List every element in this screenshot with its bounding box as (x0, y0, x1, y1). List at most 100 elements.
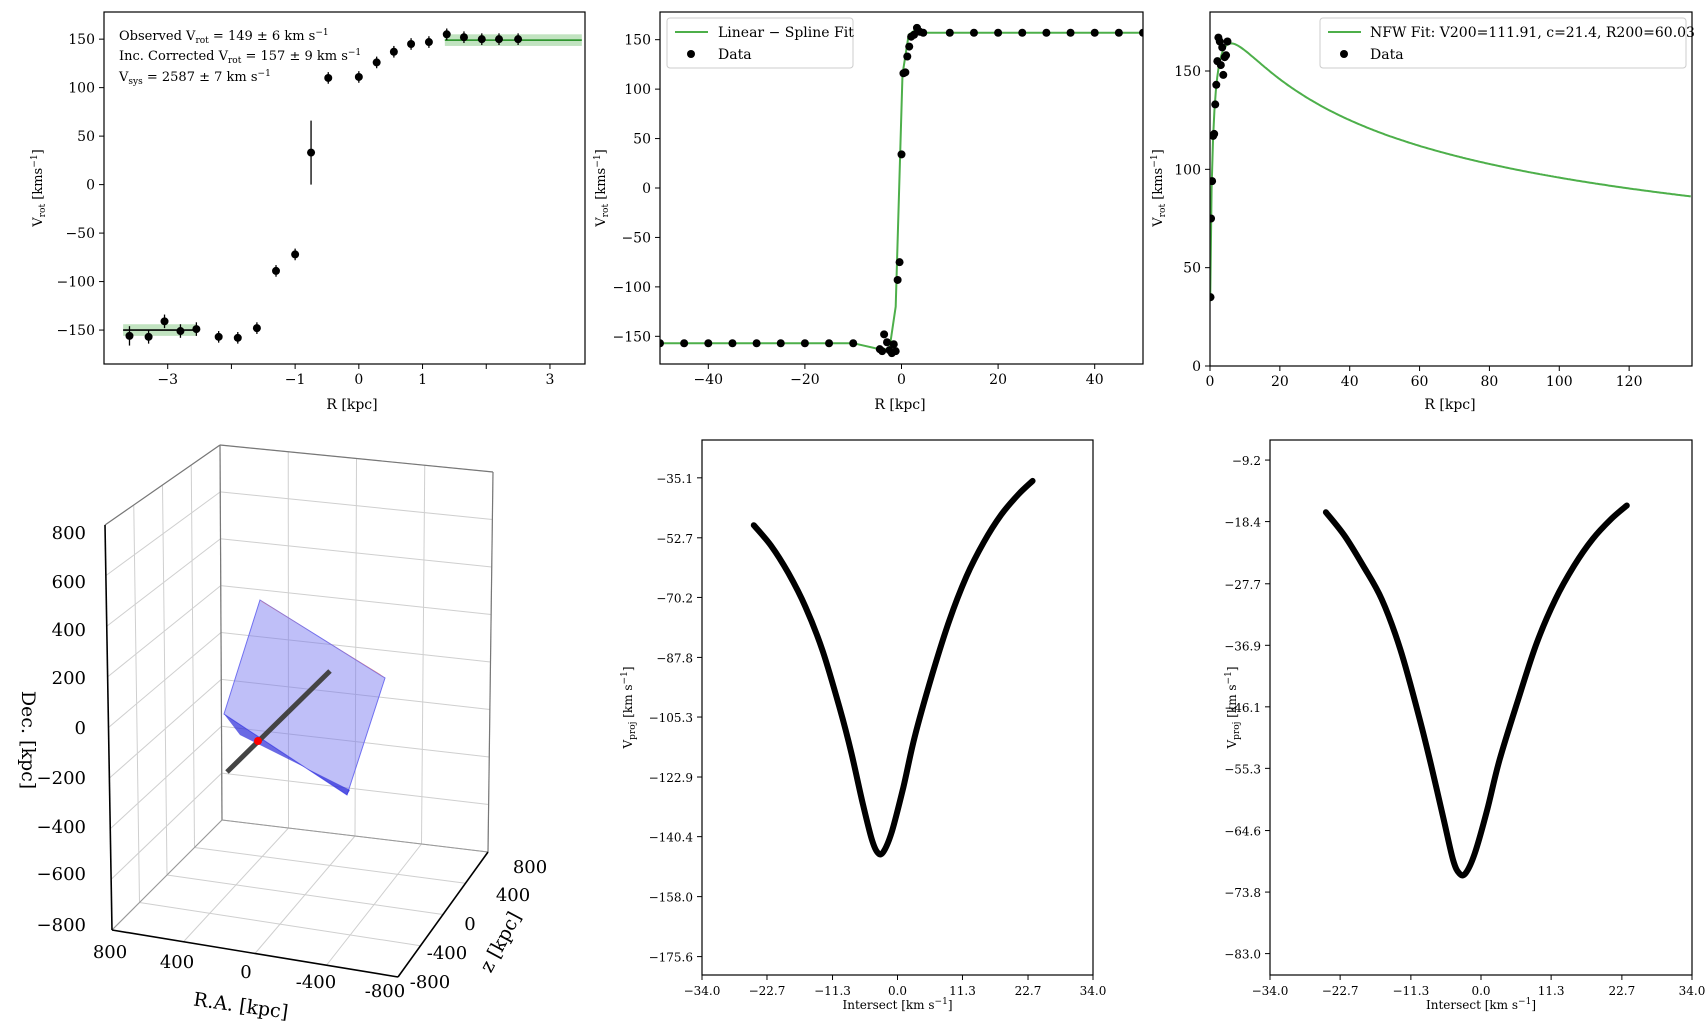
data-point (442, 30, 451, 39)
data-point (660, 339, 664, 348)
y-tick-label: 50 (77, 129, 95, 145)
pane-edge (219, 444, 494, 473)
x-tick-label: −1 (285, 372, 306, 388)
data-point (880, 330, 889, 339)
data-point (895, 258, 904, 267)
data-point (728, 339, 737, 348)
annotation-observed: Observed Vrot = 149 ± 6 km s−1 (119, 28, 329, 46)
y-tick-label: 0 (86, 178, 95, 194)
data-point (407, 40, 416, 48)
rotation-axis-line (225, 669, 332, 774)
panel-projected-velocity-1: −34.0 −22.7 −11.3 0.0 11.3 22.7 34.0 −35.1 −52.7… (620, 439, 1106, 1012)
y-tick-label: −70.2 (656, 591, 693, 605)
data-point (514, 35, 523, 44)
data-point (125, 331, 134, 340)
data-point (1212, 80, 1221, 89)
x-axis-label: Intersect [km s−1] (1426, 997, 1536, 1012)
y-tick-label: −52.7 (656, 532, 693, 546)
z-tick-label: 0 (464, 914, 475, 935)
data-point (1210, 293, 1215, 302)
data-point (144, 332, 153, 341)
legend-box (666, 17, 854, 69)
legend: NFW Fit: V200=111.91, c=21.4, R200=60.03… (1319, 17, 1695, 69)
data-point (752, 339, 761, 348)
x-tick-label: −40 (694, 372, 724, 388)
y-tick-label: −87.8 (656, 651, 693, 665)
pane-edge (104, 444, 221, 526)
data-point (1219, 70, 1228, 79)
data-point (252, 324, 261, 333)
ra-tick-label: 800 (93, 942, 127, 963)
ra-axis-line (111, 929, 399, 978)
x-tick-label: −11.3 (1392, 984, 1429, 998)
data-point (1222, 51, 1231, 60)
x-tick-label: −3 (157, 372, 178, 388)
data-point (192, 325, 201, 334)
y-tick-label: −18.4 (1224, 516, 1261, 530)
dec-axis-line (104, 524, 113, 931)
data-point (1139, 28, 1143, 37)
data-point (1090, 28, 1099, 37)
data-point (994, 28, 1003, 37)
data-point (800, 339, 809, 348)
x-axis-label: R [kpc] (326, 397, 377, 413)
data-point (477, 35, 486, 44)
x-tick-label: 20 (989, 372, 1007, 388)
data-point (680, 339, 689, 348)
dec-tick-label: 600 (52, 572, 86, 593)
y-tick-label: −64.6 (1224, 825, 1261, 839)
z-axis-line (397, 851, 489, 978)
panel-spline-fit: −40 −20 0 20 40 −150 −100 −50 0 50 100 150 Vrot [kms… (593, 11, 1144, 413)
x-tick-label: 34.0 (1679, 984, 1706, 998)
panel-projected-velocity-2: −34.0 −22.7 −11.3 0.0 11.3 22.7 34.0 −9.2 −18.4 −… (1224, 439, 1706, 1012)
grid-line (326, 843, 422, 966)
grid-line (220, 538, 492, 568)
grid-line (220, 585, 492, 615)
y-tick-label: −50 (65, 226, 95, 242)
data-point (1223, 37, 1232, 46)
y-tick-label: −100 (57, 275, 95, 291)
ra-tick-label: 400 (160, 952, 194, 973)
legend-swatch-data (687, 50, 695, 58)
x-tick-label: 20 (1271, 374, 1289, 390)
y-tick-label: −35.1 (656, 472, 693, 486)
data-point (1210, 214, 1216, 223)
data-point (1210, 177, 1217, 186)
data-point (1114, 28, 1123, 37)
ra-tick-label: -800 (365, 981, 405, 1002)
y-tick-label: −100 (613, 280, 651, 296)
legend-label-data: Data (718, 47, 752, 63)
y-tick-label: 50 (633, 132, 651, 148)
annotation-corrected: Inc. Corrected Vrot = 157 ± 9 km s−1 (119, 48, 361, 66)
legend-label-fit: NFW Fit: V200=111.91, c=21.4, R200=60.03 (1370, 25, 1695, 41)
grid-line (221, 772, 489, 805)
y-axis-label: Vrot [kms−1] (593, 149, 611, 227)
y-axis-label: Vrot [kms−1] (30, 149, 48, 227)
z-tick-label: -800 (410, 972, 450, 993)
z-tick-label: 800 (513, 857, 547, 878)
data-point (307, 148, 316, 157)
y-tick-label: −122.9 (649, 771, 693, 785)
data-point (776, 339, 785, 348)
data-point (919, 28, 928, 37)
grid-line (133, 504, 140, 903)
data-point (389, 47, 398, 56)
grid-line (194, 847, 466, 884)
x-tick-label: 0 (897, 372, 906, 388)
x-tick-label: 3 (545, 372, 554, 388)
legend-label-data: Data (1370, 47, 1404, 63)
dec-tick-label: −200 (37, 768, 86, 789)
panel-nfw-fit: 0 20 40 60 80 100 120 0 50 100 150 Vrot [kms−1] R [k… (1150, 11, 1695, 413)
disk-plane-top-edge (260, 600, 385, 678)
data-point (1210, 129, 1219, 138)
y-tick-label: −50 (621, 230, 651, 246)
dec-tick-label: 800 (52, 523, 86, 544)
data-point (272, 266, 281, 275)
x-tick-label: 40 (1341, 374, 1359, 390)
grid-line (221, 678, 490, 710)
y-tick-label: 150 (1174, 64, 1201, 80)
panel-rotation-data: −3 −1 0 1 3 −150 −100 −50 0 50 100 150 Vrot [kms−1] R… (30, 11, 586, 413)
data-point (905, 42, 914, 51)
data-point (459, 33, 468, 42)
data-point (825, 339, 834, 348)
